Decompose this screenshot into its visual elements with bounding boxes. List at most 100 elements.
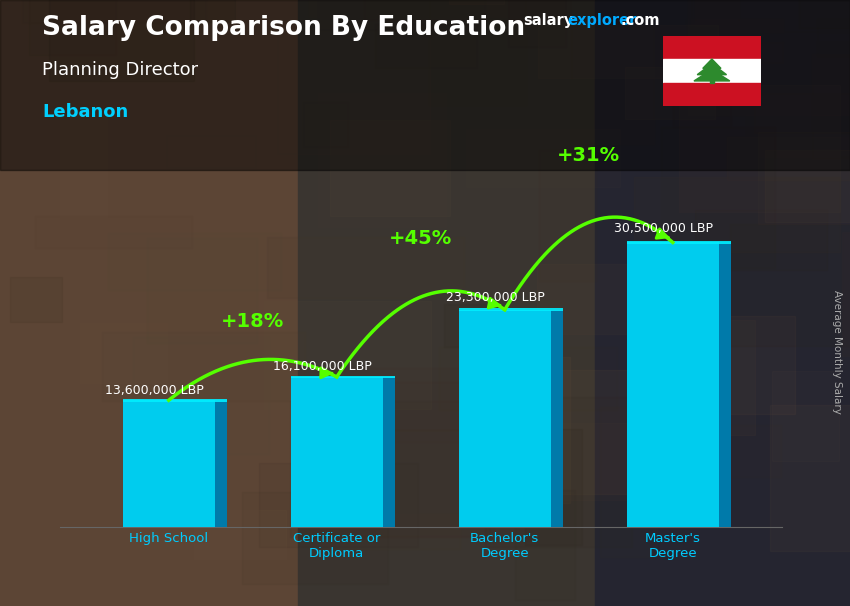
Bar bbox=[276, 21, 429, 154]
Bar bbox=[769, 405, 850, 551]
Bar bbox=[122, 400, 215, 527]
Bar bbox=[303, 102, 348, 147]
Text: Lebanon: Lebanon bbox=[42, 103, 128, 121]
Bar bbox=[729, 224, 850, 346]
Bar bbox=[309, 0, 515, 17]
Bar bbox=[571, 26, 654, 144]
Text: Average Monthly Salary: Average Monthly Salary bbox=[832, 290, 842, 413]
Bar bbox=[80, 123, 135, 192]
Bar bbox=[692, 321, 755, 435]
Bar bbox=[29, 0, 116, 55]
Bar bbox=[330, 120, 450, 216]
Bar bbox=[102, 332, 304, 401]
Text: +45%: +45% bbox=[389, 229, 452, 248]
Bar bbox=[449, 0, 503, 4]
Bar bbox=[663, 36, 761, 60]
Bar bbox=[0, 0, 298, 606]
Text: 16,100,000 LBP: 16,100,000 LBP bbox=[273, 360, 371, 373]
Bar bbox=[551, 310, 563, 527]
Text: Salary Comparison By Education: Salary Comparison By Education bbox=[42, 15, 525, 41]
Bar bbox=[626, 242, 719, 527]
Bar bbox=[291, 376, 394, 378]
Text: +31%: +31% bbox=[558, 146, 620, 165]
Bar bbox=[727, 138, 850, 179]
Bar bbox=[758, 132, 850, 224]
Bar bbox=[319, 93, 446, 227]
Bar bbox=[600, 407, 657, 557]
Bar bbox=[842, 231, 850, 356]
Bar bbox=[686, 19, 783, 63]
Bar bbox=[678, 85, 841, 212]
Bar bbox=[745, 42, 850, 157]
Bar bbox=[331, 368, 513, 442]
Text: 13,600,000 LBP: 13,600,000 LBP bbox=[105, 384, 204, 397]
Bar bbox=[695, 0, 739, 84]
Bar bbox=[9, 278, 62, 322]
Polygon shape bbox=[694, 70, 730, 81]
Bar bbox=[458, 310, 551, 527]
Bar bbox=[376, 24, 478, 68]
Bar bbox=[242, 493, 388, 584]
Bar bbox=[694, 210, 827, 270]
Bar bbox=[21, 0, 207, 22]
Bar bbox=[538, 25, 717, 78]
Bar bbox=[465, 370, 672, 494]
Bar bbox=[525, 430, 582, 545]
Bar bbox=[383, 377, 394, 527]
Bar bbox=[754, 93, 850, 133]
Bar bbox=[298, 0, 595, 606]
Bar bbox=[439, 347, 616, 410]
Bar bbox=[691, 0, 850, 32]
Bar bbox=[0, 0, 850, 170]
Text: 23,300,000 LBP: 23,300,000 LBP bbox=[446, 291, 545, 304]
Bar bbox=[290, 401, 490, 538]
Bar bbox=[817, 19, 850, 58]
Bar bbox=[445, 304, 491, 347]
Polygon shape bbox=[697, 64, 727, 75]
Bar bbox=[634, 177, 840, 253]
Bar bbox=[539, 150, 597, 281]
Bar bbox=[267, 238, 464, 298]
Text: .com: .com bbox=[620, 13, 660, 28]
Bar bbox=[166, 135, 256, 168]
Bar bbox=[515, 490, 575, 601]
Bar bbox=[364, 0, 570, 20]
Bar bbox=[320, 514, 460, 549]
Text: +18%: +18% bbox=[221, 311, 285, 331]
Bar bbox=[719, 242, 731, 527]
Bar bbox=[5, 0, 167, 112]
Bar bbox=[673, 37, 731, 127]
Bar bbox=[625, 67, 715, 119]
Bar bbox=[537, 264, 629, 335]
Bar bbox=[147, 238, 258, 343]
Bar bbox=[467, 129, 620, 187]
Bar bbox=[772, 371, 839, 461]
Bar bbox=[49, 0, 194, 81]
Bar bbox=[319, 0, 485, 30]
Bar bbox=[80, 323, 167, 383]
Bar bbox=[195, 510, 286, 559]
Bar bbox=[688, 0, 850, 115]
Bar bbox=[122, 399, 227, 402]
Bar bbox=[102, 75, 274, 174]
Bar bbox=[244, 213, 292, 248]
Bar bbox=[548, 423, 708, 501]
Text: 30,500,000 LBP: 30,500,000 LBP bbox=[614, 222, 713, 235]
Bar bbox=[707, 425, 781, 478]
Bar bbox=[60, 115, 107, 217]
Bar bbox=[812, 55, 850, 159]
Bar bbox=[388, 38, 464, 130]
Bar bbox=[215, 400, 227, 527]
Bar bbox=[517, 358, 570, 502]
Bar bbox=[264, 301, 431, 409]
Bar bbox=[133, 338, 269, 454]
Bar bbox=[484, 397, 632, 547]
Bar bbox=[44, 176, 178, 284]
Bar bbox=[799, 0, 850, 28]
Bar bbox=[291, 377, 383, 527]
Text: Planning Director: Planning Director bbox=[42, 61, 199, 79]
Bar bbox=[626, 241, 731, 244]
Bar bbox=[367, 382, 513, 430]
Bar bbox=[120, 0, 175, 120]
Bar bbox=[508, 0, 566, 47]
